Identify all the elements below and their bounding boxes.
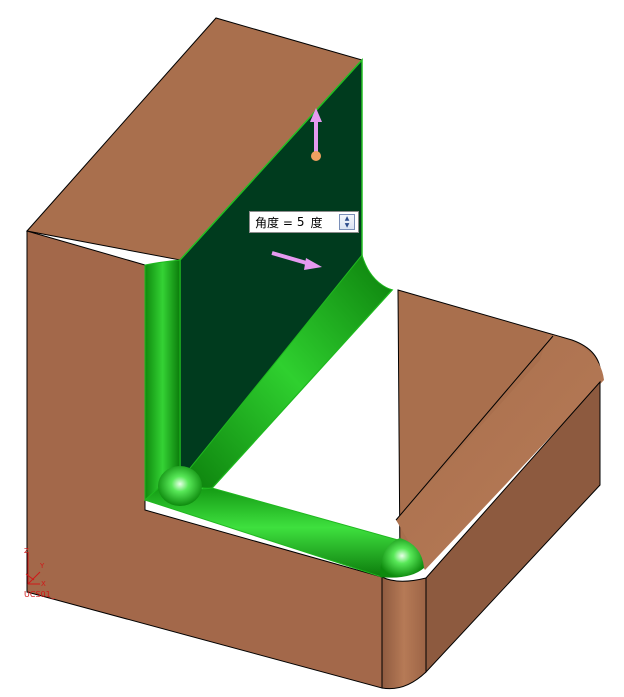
ucs-x-label: X	[41, 580, 46, 588]
spinner-down-icon[interactable]: ▼	[344, 221, 350, 229]
angle-value[interactable]: 5	[296, 215, 305, 229]
spinner-up-icon[interactable]: ▲	[344, 214, 350, 222]
fillet-vertical[interactable]	[144, 259, 181, 502]
manipulator-diagonal-shaft[interactable]	[271, 251, 311, 266]
front-round-corner[interactable]	[381, 576, 427, 690]
manipulator-handle-dot[interactable]	[311, 151, 321, 161]
angle-label: 角度 =	[255, 215, 293, 230]
base-top-edge-line	[395, 335, 554, 521]
manipulator-arrow-right-icon[interactable]	[304, 258, 322, 270]
ucs-name-label: UCS01_	[24, 590, 55, 599]
angle-spinner[interactable]: ▲ ▼	[339, 214, 355, 230]
fillet-corner-blend-outer[interactable]	[380, 538, 424, 578]
angle-unit: 度	[310, 215, 323, 230]
manipulator-arrow-up-icon[interactable]	[310, 108, 322, 122]
ucs-z-label: Z	[24, 547, 29, 555]
ucs-y-label: Y	[39, 562, 45, 570]
fillet-corner-blend-inner[interactable]	[158, 466, 202, 506]
angle-input[interactable]: 角度 = 5 度 ▲ ▼	[249, 211, 359, 233]
ucs-triad-icon: Z Y X	[24, 547, 46, 588]
base-round-edge-top[interactable]	[396, 334, 604, 570]
